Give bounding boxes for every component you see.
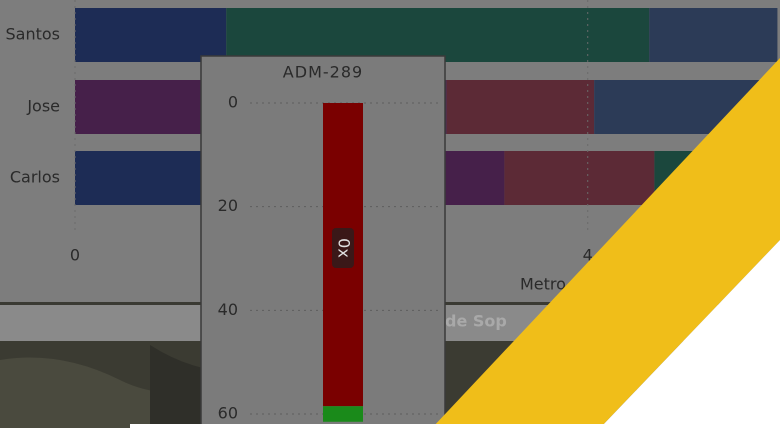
y-tick-label: 60 [218,404,238,423]
y-tick-label: Santos [6,25,61,44]
white-strip [130,424,610,428]
y-tick-label: 20 [218,196,238,215]
bar-segment [504,151,655,205]
bar-segment [323,406,363,422]
banner-text: de Sop [445,312,507,331]
x-tick-label: 0 [70,246,80,265]
y-tick-label: Carlos [10,168,60,187]
white-corner [600,240,780,428]
bar-segment [75,8,227,62]
tooltip-title: ADM-289 [283,63,363,82]
y-tick-label: 40 [218,300,238,319]
y-tick-label: 0 [228,93,238,112]
y-tick-label: Jose [26,97,60,116]
annotation: 0x [335,238,354,258]
bar-segment [226,8,650,62]
bar-segment [446,80,595,134]
x-axis-label: Metro [520,275,566,294]
x-tick-label: 4 [583,246,593,265]
bar-segment [649,8,778,62]
yellow-stripe [432,58,780,428]
annotation-box [332,228,354,268]
tooltip-chart: ADM-289 0 20 40 60 0x [218,63,440,423]
